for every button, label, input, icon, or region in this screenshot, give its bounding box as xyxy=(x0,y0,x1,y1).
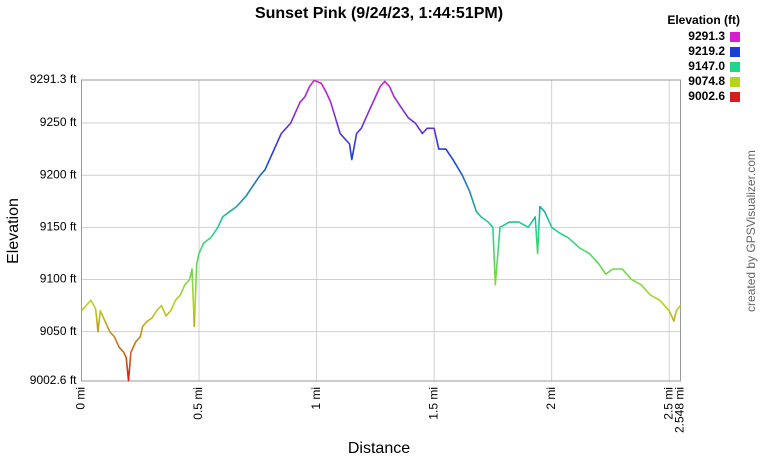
plot-frame xyxy=(81,79,681,382)
y-tick-label: 9250 ft xyxy=(40,115,77,129)
x-tick-label: 1.5 mi xyxy=(426,387,440,420)
x-tick-label: 2.548 mi xyxy=(673,387,687,433)
legend-label: 9219.2 xyxy=(688,44,725,58)
x-tick-label: 0.5 mi xyxy=(191,387,205,420)
legend-swatch xyxy=(730,92,740,102)
x-axis-label: Distance xyxy=(348,440,410,457)
credit: created by GPSVisualizer.com xyxy=(744,150,758,312)
y-axis-label: Elevation xyxy=(5,198,22,264)
y-tick-label: 9200 ft xyxy=(40,167,77,181)
y-tick-label: 9100 ft xyxy=(40,272,77,286)
y-tick-label: 9050 ft xyxy=(40,324,77,338)
legend-label: 9147.0 xyxy=(688,59,725,73)
x-tick-label: 1 mi xyxy=(309,387,323,410)
chart-title: Sunset Pink (9/24/23, 1:44:51PM) xyxy=(255,5,503,22)
y-tick-label: 9291.3 ft xyxy=(30,72,77,86)
x-tick-label: 0 mi xyxy=(74,387,88,410)
legend-swatch xyxy=(730,32,740,42)
legend-label: 9002.6 xyxy=(688,89,725,103)
legend-label: 9291.3 xyxy=(688,29,725,43)
legend-swatch xyxy=(730,77,740,87)
y-tick-label: 9150 ft xyxy=(40,219,77,233)
legend-swatch xyxy=(730,47,740,57)
x-tick-label: 2 mi xyxy=(544,387,558,410)
legend-label: 9074.8 xyxy=(688,74,725,88)
elevation-line xyxy=(80,79,682,382)
x-tick-label: 2.5 mi xyxy=(661,387,675,420)
legend-swatch xyxy=(730,62,740,72)
y-tick-label: 9002.6 ft xyxy=(30,373,77,387)
legend-title: Elevation (ft) xyxy=(667,13,740,27)
